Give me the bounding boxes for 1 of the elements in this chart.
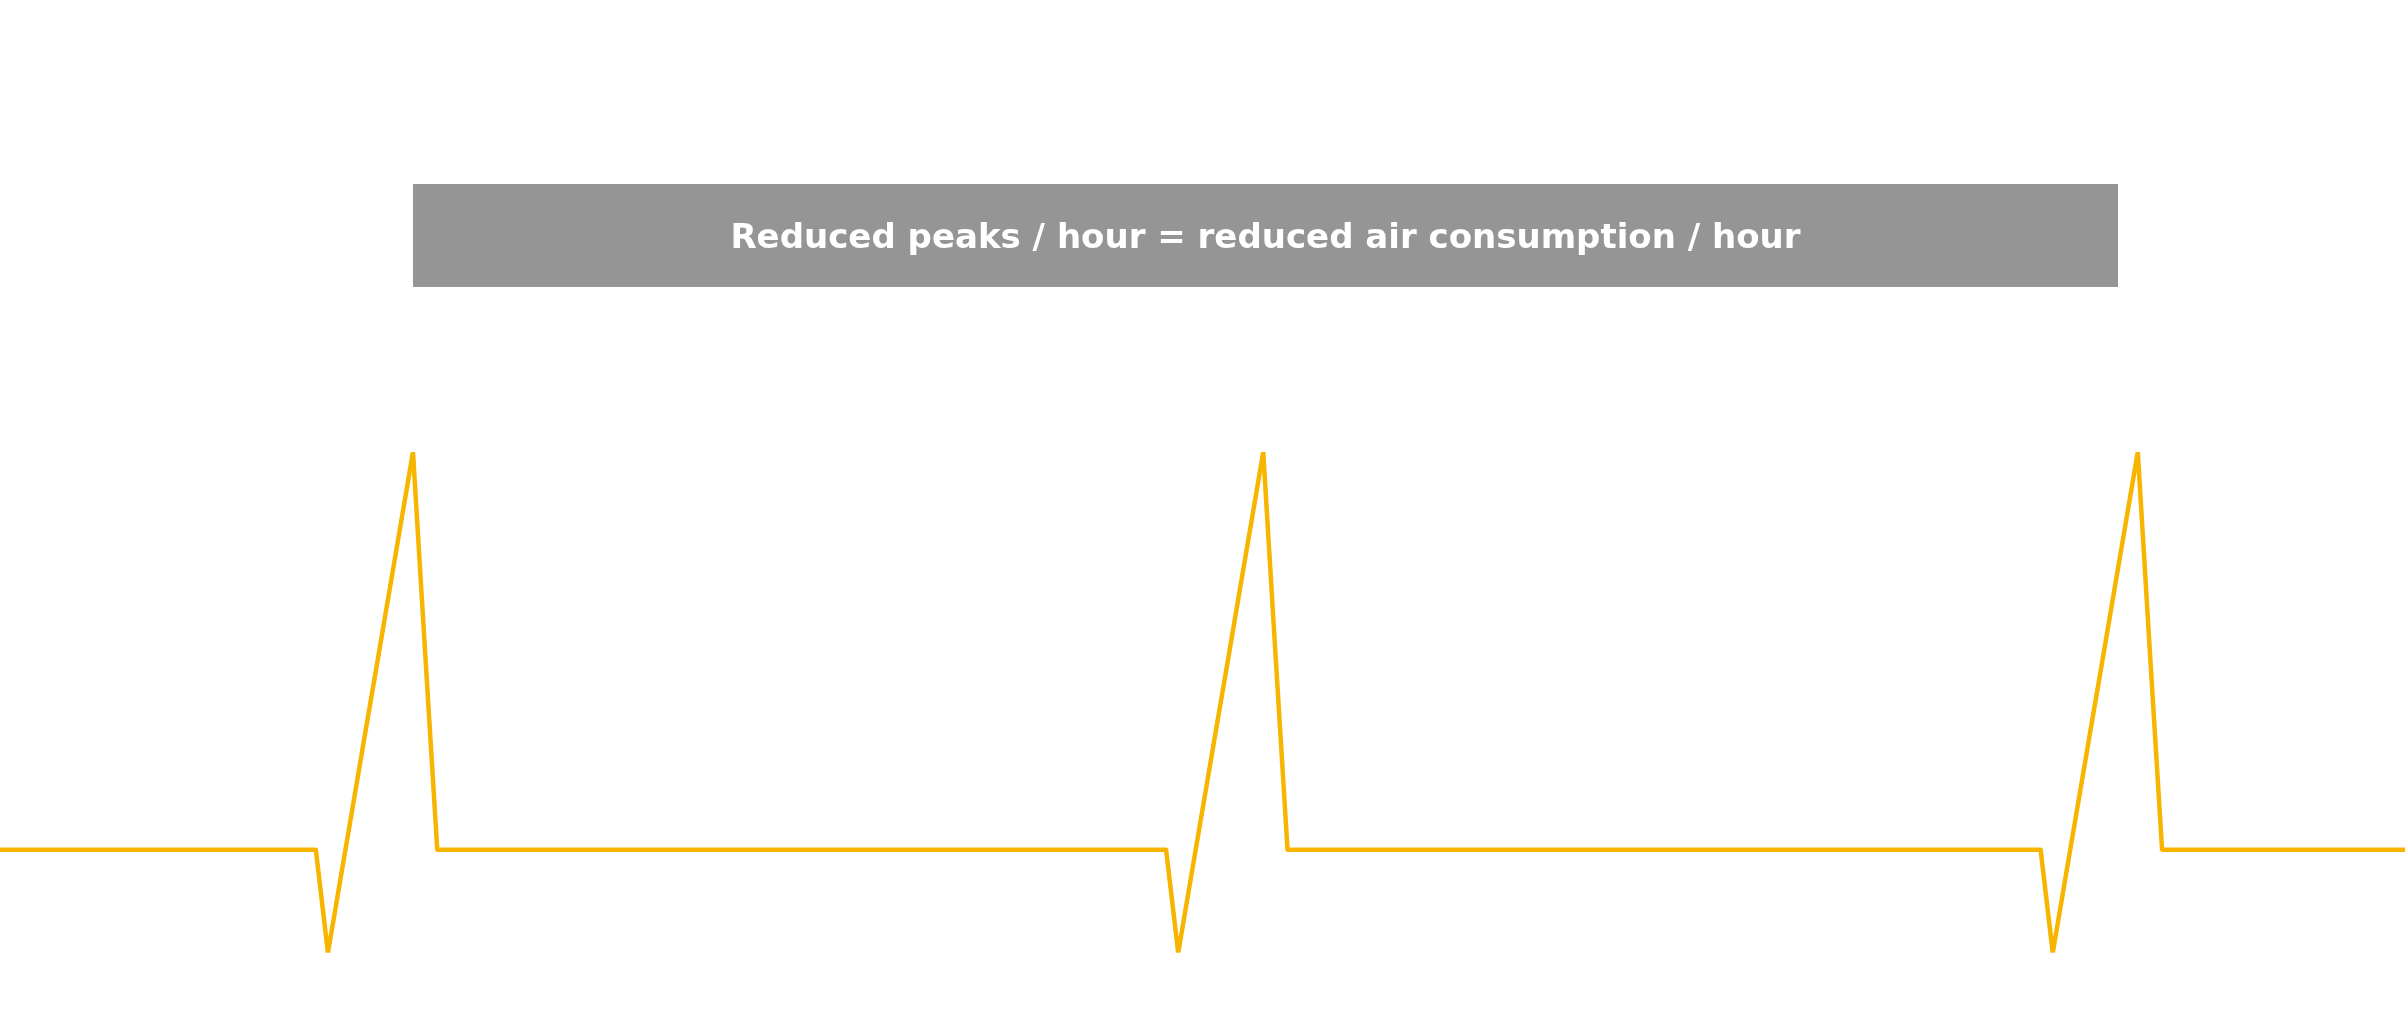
chart-title: Reduced peaks / hour = reduced air consumption / hour xyxy=(413,184,2118,287)
